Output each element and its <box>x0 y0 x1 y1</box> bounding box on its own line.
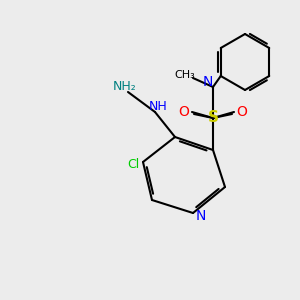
Text: N: N <box>203 75 213 89</box>
Text: CH₃: CH₃ <box>175 70 195 80</box>
Text: N: N <box>196 209 206 223</box>
Text: S: S <box>208 110 218 125</box>
Text: O: O <box>237 105 248 119</box>
Text: O: O <box>178 105 189 119</box>
Text: NH: NH <box>148 100 167 113</box>
Text: Cl: Cl <box>127 158 139 172</box>
Text: NH₂: NH₂ <box>113 80 137 94</box>
